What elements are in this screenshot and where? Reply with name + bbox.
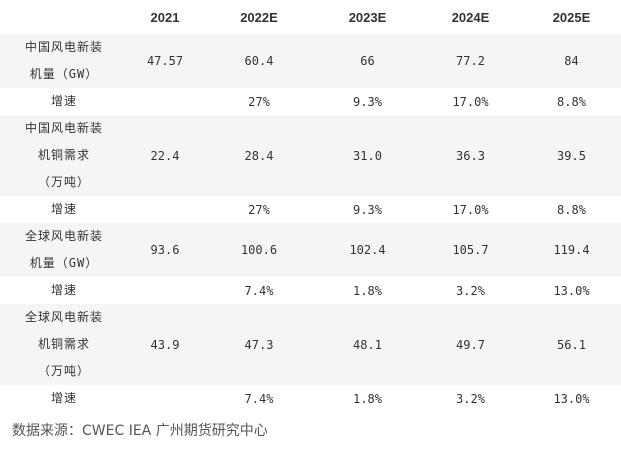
row-label: 中国风电新装 机量（GW）	[0, 34, 128, 88]
row-label-line: 增速	[50, 283, 77, 297]
header-cell-2024e: 2024E	[451, 9, 490, 25]
value-cell	[128, 196, 202, 223]
value-cell: 27%	[248, 94, 270, 109]
row-label-line: 全球风电新装	[24, 229, 103, 243]
value-cell: 7.4%	[244, 283, 274, 298]
header-cell-2023e: 2023E	[348, 9, 387, 25]
value-cell: 66	[316, 34, 419, 88]
value-cell: 1.8%	[353, 283, 382, 298]
wind-copper-demand-table: 2021 2022E 2023E 2024E 2025E 中国风电新装 机量（G…	[0, 0, 621, 412]
table-row: 中国风电新装 机铜需求 （万吨） 22.4 28.4 31.0 36.3 39.…	[0, 115, 621, 196]
value-cell	[128, 385, 202, 412]
row-label: 全球风电新装 机铜需求 （万吨）	[0, 304, 128, 385]
header-cell-2025e: 2025E	[552, 9, 591, 25]
table-row: 增速 7.4% 1.8% 3.2% 13.0%	[0, 385, 621, 412]
row-label-line: （万吨）	[37, 364, 90, 378]
value-cell: 60.4	[202, 34, 316, 88]
header-cell-2022e: 2022E	[240, 9, 278, 25]
value-cell: 49.7	[419, 304, 522, 385]
value-cell: 43.9	[128, 304, 202, 385]
header-cell-2021: 2021	[150, 9, 180, 25]
value-cell: 47.57	[128, 34, 202, 88]
value-cell: 119.4	[522, 223, 621, 277]
row-label: 全球风电新装 机量（GW）	[0, 223, 128, 277]
value-cell: 27%	[248, 202, 270, 217]
value-cell: 84	[522, 34, 621, 88]
value-cell: 22.4	[128, 115, 202, 196]
value-cell: 28.4	[202, 115, 316, 196]
table-row: 全球风电新装 机铜需求 （万吨） 43.9 47.3 48.1 49.7 56.…	[0, 304, 621, 385]
header-row: 2021 2022E 2023E 2024E 2025E	[0, 0, 621, 34]
value-cell: 8.8%	[557, 202, 586, 217]
value-cell: 93.6	[128, 223, 202, 277]
value-cell: 77.2	[419, 34, 522, 88]
value-cell: 17.0%	[452, 94, 489, 109]
row-label: 增速	[0, 88, 128, 115]
value-cell: 56.1	[522, 304, 621, 385]
table-row: 中国风电新装 机量（GW） 47.57 60.4 66 77.2 84	[0, 34, 621, 88]
table-row: 增速 7.4% 1.8% 3.2% 13.0%	[0, 277, 621, 304]
row-label-line: 增速	[50, 94, 77, 108]
row-label: 增速	[0, 385, 128, 412]
row-label-line: 机量（GW）	[29, 67, 99, 81]
row-label: 增速	[0, 277, 128, 304]
value-cell: 3.2%	[456, 391, 485, 406]
table-row: 增速 27% 9.3% 17.0% 8.8%	[0, 88, 621, 115]
value-cell: 9.3%	[353, 202, 382, 217]
value-cell: 36.3	[419, 115, 522, 196]
header-cell-label	[0, 0, 128, 34]
row-label: 增速	[0, 196, 128, 223]
value-cell: 31.0	[316, 115, 419, 196]
value-cell: 17.0%	[452, 202, 489, 217]
value-cell: 39.5	[522, 115, 621, 196]
row-label: 中国风电新装 机铜需求 （万吨）	[0, 115, 128, 196]
value-cell: 13.0%	[553, 283, 590, 298]
value-cell: 47.3	[202, 304, 316, 385]
value-cell: 48.1	[316, 304, 419, 385]
row-label-line: 机量（GW）	[29, 256, 99, 270]
row-label-line: 增速	[50, 391, 77, 405]
value-cell	[128, 277, 202, 304]
value-cell: 3.2%	[456, 283, 485, 298]
row-label-line: 机铜需求	[37, 148, 90, 162]
value-cell: 100.6	[202, 223, 316, 277]
value-cell: 8.8%	[557, 94, 586, 109]
value-cell: 9.3%	[353, 94, 382, 109]
value-cell: 105.7	[419, 223, 522, 277]
value-cell: 1.8%	[353, 391, 382, 406]
row-label-line: 中国风电新装	[24, 121, 103, 135]
table-row: 全球风电新装 机量（GW） 93.6 100.6 102.4 105.7 119…	[0, 223, 621, 277]
value-cell	[128, 88, 202, 115]
row-label-line: 全球风电新装	[24, 310, 103, 324]
value-cell: 102.4	[316, 223, 419, 277]
row-label-line: 中国风电新装	[24, 40, 103, 54]
row-label-line: 机铜需求	[37, 337, 90, 351]
value-cell: 7.4%	[244, 391, 274, 406]
value-cell: 13.0%	[553, 391, 590, 406]
source-note: 数据来源：CWEC IEA 广州期货研究中心	[12, 423, 268, 439]
row-label-line: （万吨）	[37, 175, 90, 189]
row-label-line: 增速	[50, 202, 77, 216]
table-row: 增速 27% 9.3% 17.0% 8.8%	[0, 196, 621, 223]
